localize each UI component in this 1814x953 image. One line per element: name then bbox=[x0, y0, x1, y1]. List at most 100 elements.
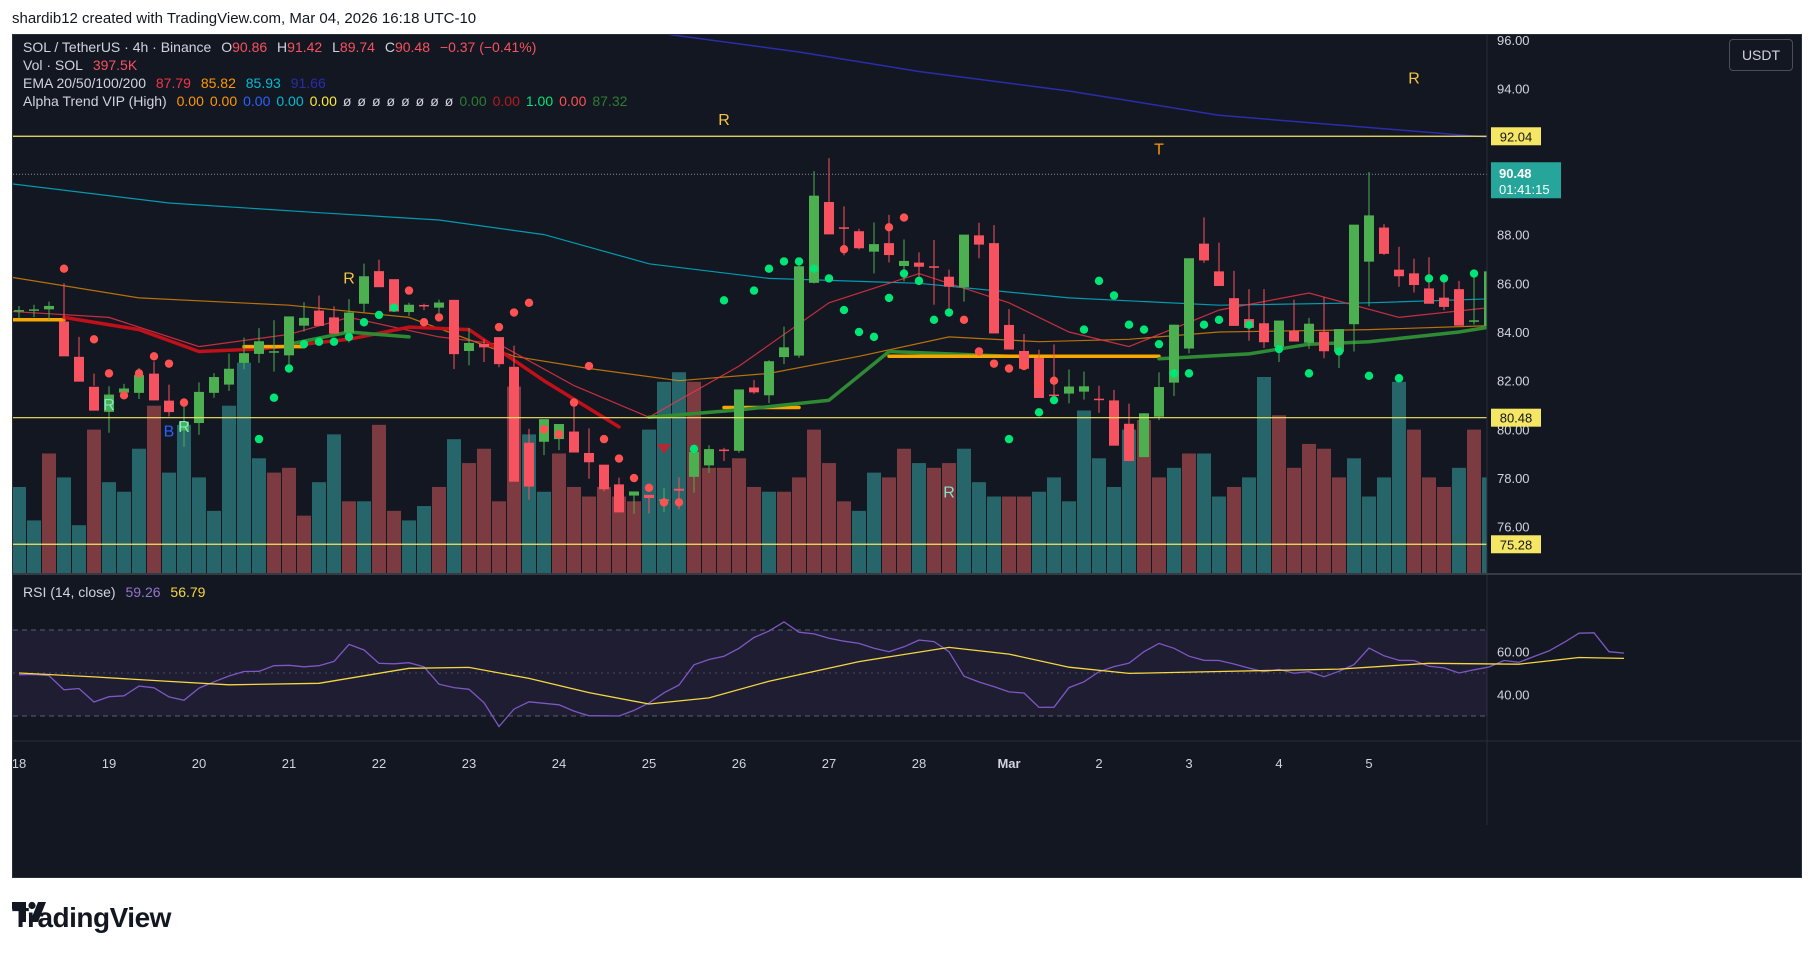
chart-frame[interactable]: R B R R R R T R 76.00 78.00 80.00 82.00 84.00 86.00 88… bbox=[12, 34, 1802, 878]
time-tick-label: 23 bbox=[462, 756, 476, 771]
ema-label: EMA 20/50/100/200 bbox=[23, 75, 146, 91]
ema-legend[interactable]: EMA 20/50/100/200 87.79 85.82 85.93 91.6… bbox=[23, 75, 332, 91]
candle bbox=[539, 419, 549, 456]
ema100-line bbox=[13, 183, 1487, 306]
candle bbox=[1199, 217, 1209, 263]
candle bbox=[1064, 369, 1074, 404]
candle bbox=[224, 353, 234, 391]
candle bbox=[359, 263, 369, 313]
candle-body bbox=[1484, 271, 1487, 326]
candle-body bbox=[419, 304, 429, 307]
volume-bar bbox=[1152, 477, 1166, 573]
volume-label: Vol · SOL bbox=[23, 57, 83, 73]
volume-bar bbox=[897, 448, 911, 573]
candle-body bbox=[1214, 271, 1224, 286]
open-label: O bbox=[221, 39, 233, 55]
candle-body bbox=[719, 449, 729, 452]
candle bbox=[239, 337, 249, 370]
candle-body bbox=[104, 394, 114, 412]
time-tick-label: 26 bbox=[732, 756, 746, 771]
symbol-name[interactable]: SOL / TetherUS · 4h · Binance bbox=[23, 39, 212, 55]
candle-body bbox=[1229, 298, 1239, 326]
candle-body bbox=[374, 271, 384, 288]
red-dot bbox=[584, 361, 594, 371]
red-dot bbox=[119, 391, 129, 400]
red-dot bbox=[524, 298, 534, 307]
level-price-label: 75.28 bbox=[1491, 535, 1541, 554]
candle-body bbox=[494, 337, 504, 365]
green-dot bbox=[1244, 320, 1254, 329]
volume-bar bbox=[1347, 458, 1361, 573]
candle bbox=[284, 316, 294, 370]
level-price-text: 80.48 bbox=[1500, 411, 1533, 426]
chart-canvas[interactable]: RB RRRRTR76.0078.0080.0082.0084.0086.0088… bbox=[13, 35, 1802, 878]
candle bbox=[689, 452, 699, 493]
red-dot bbox=[164, 359, 174, 368]
candle-body bbox=[1454, 289, 1464, 326]
volume-bar bbox=[762, 491, 776, 573]
green-dot bbox=[1139, 325, 1149, 334]
green-dot bbox=[1004, 434, 1014, 444]
horizontal-levels bbox=[13, 135, 1487, 545]
volume-bar bbox=[417, 506, 431, 573]
candle bbox=[269, 320, 279, 372]
alpha-trend-legend[interactable]: Alpha Trend VIP (High) 0.00 0.00 0.00 0.00 0… bbox=[23, 93, 639, 109]
green-dot bbox=[1169, 369, 1179, 378]
rsi-legend[interactable]: RSI (14, close) 59.26 56.79 bbox=[23, 584, 211, 600]
candle bbox=[794, 265, 804, 358]
volume-bar bbox=[1287, 467, 1301, 573]
currency-button[interactable]: USDT bbox=[1729, 39, 1793, 71]
volume-bar bbox=[597, 486, 611, 573]
candle-body bbox=[929, 266, 939, 268]
green-dot bbox=[719, 296, 729, 305]
candle bbox=[1169, 324, 1179, 397]
red-dot bbox=[569, 398, 579, 407]
candle-body bbox=[1184, 258, 1194, 349]
candle-body bbox=[704, 449, 714, 466]
candle bbox=[629, 491, 639, 514]
candle-body bbox=[689, 452, 699, 477]
volume-bar bbox=[1017, 496, 1031, 573]
candle-body bbox=[959, 234, 969, 288]
candle-body bbox=[479, 343, 489, 348]
candle-body bbox=[1424, 288, 1434, 304]
candle bbox=[1409, 258, 1419, 293]
volume-bar bbox=[837, 501, 851, 573]
volume-legend[interactable]: Vol · SOL 397.5K bbox=[23, 57, 143, 73]
signal-letter: R bbox=[1408, 71, 1420, 88]
candle-body bbox=[584, 452, 594, 463]
green-dot bbox=[944, 308, 954, 317]
alpha-trend-value: 0.00 bbox=[492, 93, 520, 109]
volume-bar bbox=[1047, 477, 1061, 573]
volume-bar bbox=[537, 491, 551, 573]
candle-body bbox=[569, 431, 579, 453]
volume-bar bbox=[972, 482, 986, 573]
candle-body bbox=[1079, 386, 1089, 392]
tradingview-logo[interactable]: TradingView bbox=[12, 900, 171, 936]
red-dot bbox=[644, 483, 654, 492]
volume-bar bbox=[1122, 429, 1136, 573]
green-dot bbox=[1530, 335, 1538, 343]
green-dot bbox=[1605, 223, 1613, 231]
red-dot bbox=[419, 318, 429, 327]
candle-body bbox=[1499, 262, 1509, 267]
candle bbox=[1544, 235, 1554, 277]
candle-body bbox=[869, 244, 879, 252]
open-value: 90.86 bbox=[232, 39, 268, 55]
candle-body bbox=[854, 231, 864, 249]
volume-bar bbox=[1212, 496, 1226, 573]
candle bbox=[764, 360, 774, 404]
volume-bar bbox=[1407, 429, 1421, 573]
candle bbox=[1244, 289, 1254, 341]
candle bbox=[719, 447, 729, 462]
rsi-line bbox=[18, 621, 1625, 728]
candle bbox=[1604, 94, 1614, 167]
candle bbox=[104, 386, 114, 433]
candle bbox=[209, 373, 219, 398]
candle bbox=[464, 327, 474, 366]
red-dot bbox=[494, 322, 504, 332]
candle-body bbox=[1049, 394, 1059, 397]
red-dot bbox=[1004, 364, 1014, 373]
alpha-trend-segment bbox=[1157, 325, 1487, 361]
green-dot bbox=[884, 293, 894, 303]
